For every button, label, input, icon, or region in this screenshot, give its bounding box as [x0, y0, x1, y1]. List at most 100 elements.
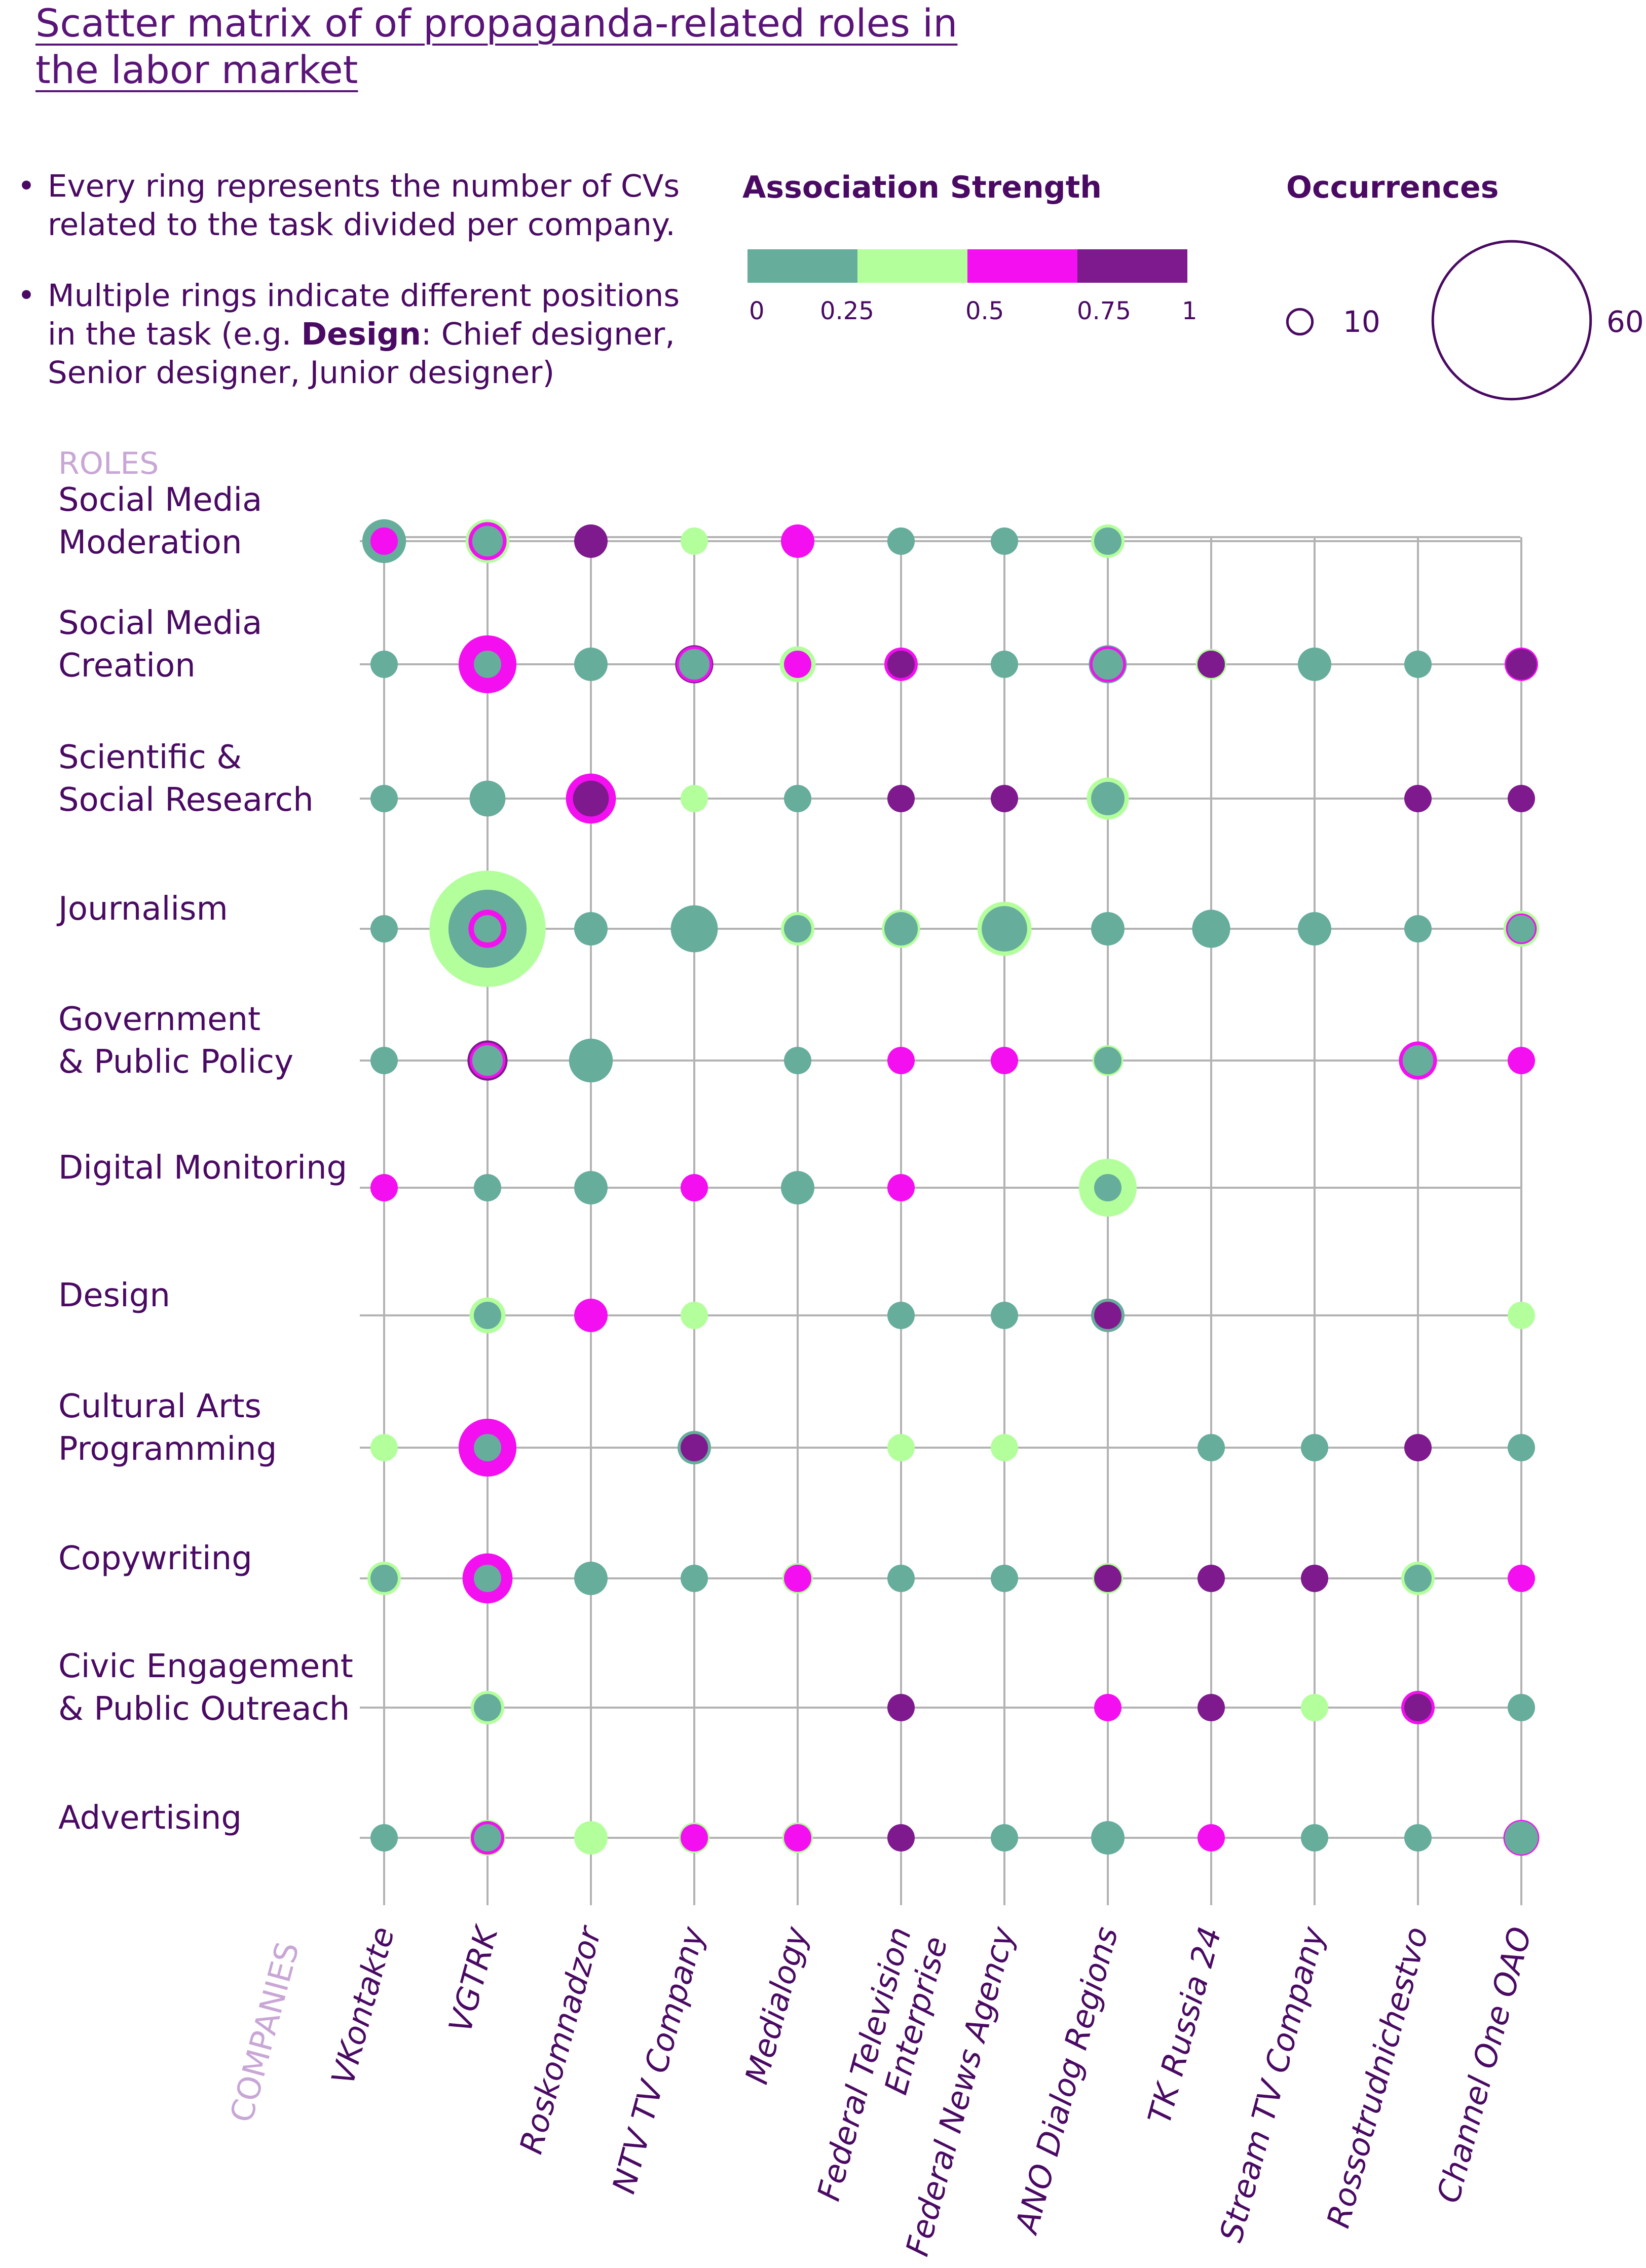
- ring-cell: [679, 1822, 710, 1854]
- ring: [1094, 1046, 1122, 1075]
- role-label: Digital Monitoring: [58, 1149, 347, 1187]
- ring: [990, 1564, 1019, 1593]
- ring-cell: [471, 1691, 504, 1724]
- legend-size-small: [1286, 308, 1314, 336]
- ring-cell: [1300, 1693, 1329, 1722]
- ring: [1192, 910, 1230, 948]
- ring: [1404, 1824, 1432, 1852]
- legend-color-swatch: [1077, 249, 1187, 283]
- ring: [473, 1693, 502, 1722]
- ring: [370, 1433, 398, 1462]
- ring-cell: [990, 1046, 1019, 1075]
- ring-cell: [1404, 650, 1432, 678]
- ring-cell: [783, 1046, 812, 1075]
- ring: [990, 1824, 1019, 1852]
- ring-cell: [990, 650, 1019, 678]
- company-label: Medialogy: [738, 1922, 815, 2088]
- ring: [1507, 1433, 1536, 1462]
- ring-cell: [1091, 912, 1125, 946]
- ring: [573, 780, 609, 817]
- ring: [473, 650, 502, 678]
- role-label: Civic Engagement & Public Outreach: [58, 1648, 353, 1728]
- role-label: Design: [58, 1277, 170, 1314]
- ring: [887, 1693, 915, 1722]
- ring: [473, 1174, 502, 1202]
- role-label: Cultural Arts Programming: [58, 1388, 277, 1468]
- association-legend-title: Association Strength: [742, 170, 1102, 205]
- ring-cell: [469, 1297, 506, 1334]
- company-label: Roskomnadzor: [512, 1921, 609, 2158]
- ring: [1505, 1821, 1538, 1855]
- ring-cell: [1089, 645, 1127, 684]
- ring-cell: [574, 1171, 608, 1204]
- ring-cell: [1092, 1563, 1124, 1594]
- ring-cell: [1505, 648, 1538, 681]
- ring: [1300, 1564, 1329, 1593]
- company-label: Stream TV Company: [1212, 1922, 1332, 2246]
- role-label: Social Media Creation: [58, 604, 262, 685]
- ring: [1091, 782, 1125, 815]
- notes-list: Every ring represents the number of CVs …: [15, 167, 715, 425]
- ring: [680, 1564, 708, 1593]
- ring-cell: [367, 1562, 401, 1595]
- role-label: Government & Public Policy: [58, 1001, 293, 1081]
- ring: [887, 1824, 915, 1852]
- chart-title: Scatter matrix of of propaganda-related …: [35, 1, 958, 92]
- ring: [783, 784, 812, 813]
- ring: [990, 784, 1019, 813]
- ring-cell: [566, 773, 616, 824]
- ring: [1300, 1824, 1329, 1852]
- ring: [887, 1564, 915, 1593]
- legend-tick-label: 0.75: [1077, 297, 1131, 325]
- ring-cell: [1300, 1564, 1329, 1593]
- ring: [1507, 1564, 1536, 1593]
- ring: [574, 1562, 608, 1595]
- role-label: Copywriting: [58, 1540, 252, 1577]
- legend-size-large: [1431, 240, 1592, 401]
- ring: [670, 905, 718, 953]
- ring-cell: [1092, 1045, 1124, 1076]
- ring: [370, 1046, 398, 1075]
- ring-cell: [1399, 1041, 1437, 1080]
- note-text: Every ring represents the number of CVs …: [48, 168, 680, 243]
- ring-cell: [1507, 784, 1536, 813]
- ring: [370, 1564, 398, 1593]
- legend-size-label: 60: [1606, 305, 1644, 339]
- role-label: Journalism: [56, 890, 228, 928]
- ring-cell: [781, 912, 814, 946]
- ring: [472, 525, 503, 557]
- ring-cell: [1298, 648, 1331, 681]
- ring-cell: [887, 1693, 915, 1722]
- ring-cell: [1507, 1046, 1536, 1075]
- ring-cell: [1503, 911, 1540, 947]
- role-label: Scientific & Social Research: [58, 739, 314, 819]
- ring: [1507, 784, 1536, 813]
- ring: [680, 784, 708, 813]
- ring: [569, 1038, 613, 1083]
- ring-cell: [1401, 1691, 1435, 1724]
- ring: [574, 648, 608, 681]
- ring-cell: [458, 635, 517, 694]
- ring: [1404, 1564, 1432, 1593]
- ring: [887, 527, 915, 555]
- ring: [887, 1046, 915, 1075]
- ring-cell: [1195, 649, 1227, 680]
- ring: [783, 1046, 812, 1075]
- ring: [783, 650, 812, 678]
- ring: [781, 524, 814, 558]
- ring-cell: [370, 915, 398, 943]
- ring-cell: [887, 1174, 915, 1202]
- ring-cell: [1404, 1824, 1432, 1852]
- ring: [1507, 915, 1536, 943]
- ring-cell: [1507, 1693, 1536, 1722]
- ring-cell: [887, 1301, 915, 1330]
- ring-cell: [990, 527, 1019, 555]
- legend-tick-label: 0.25: [820, 297, 874, 325]
- ring: [680, 1824, 708, 1852]
- ring-cell: [370, 1046, 398, 1075]
- ring-cell: [1300, 1433, 1329, 1462]
- ring-cell: [990, 1301, 1019, 1330]
- ring: [1298, 912, 1331, 946]
- ring-cell: [887, 1046, 915, 1075]
